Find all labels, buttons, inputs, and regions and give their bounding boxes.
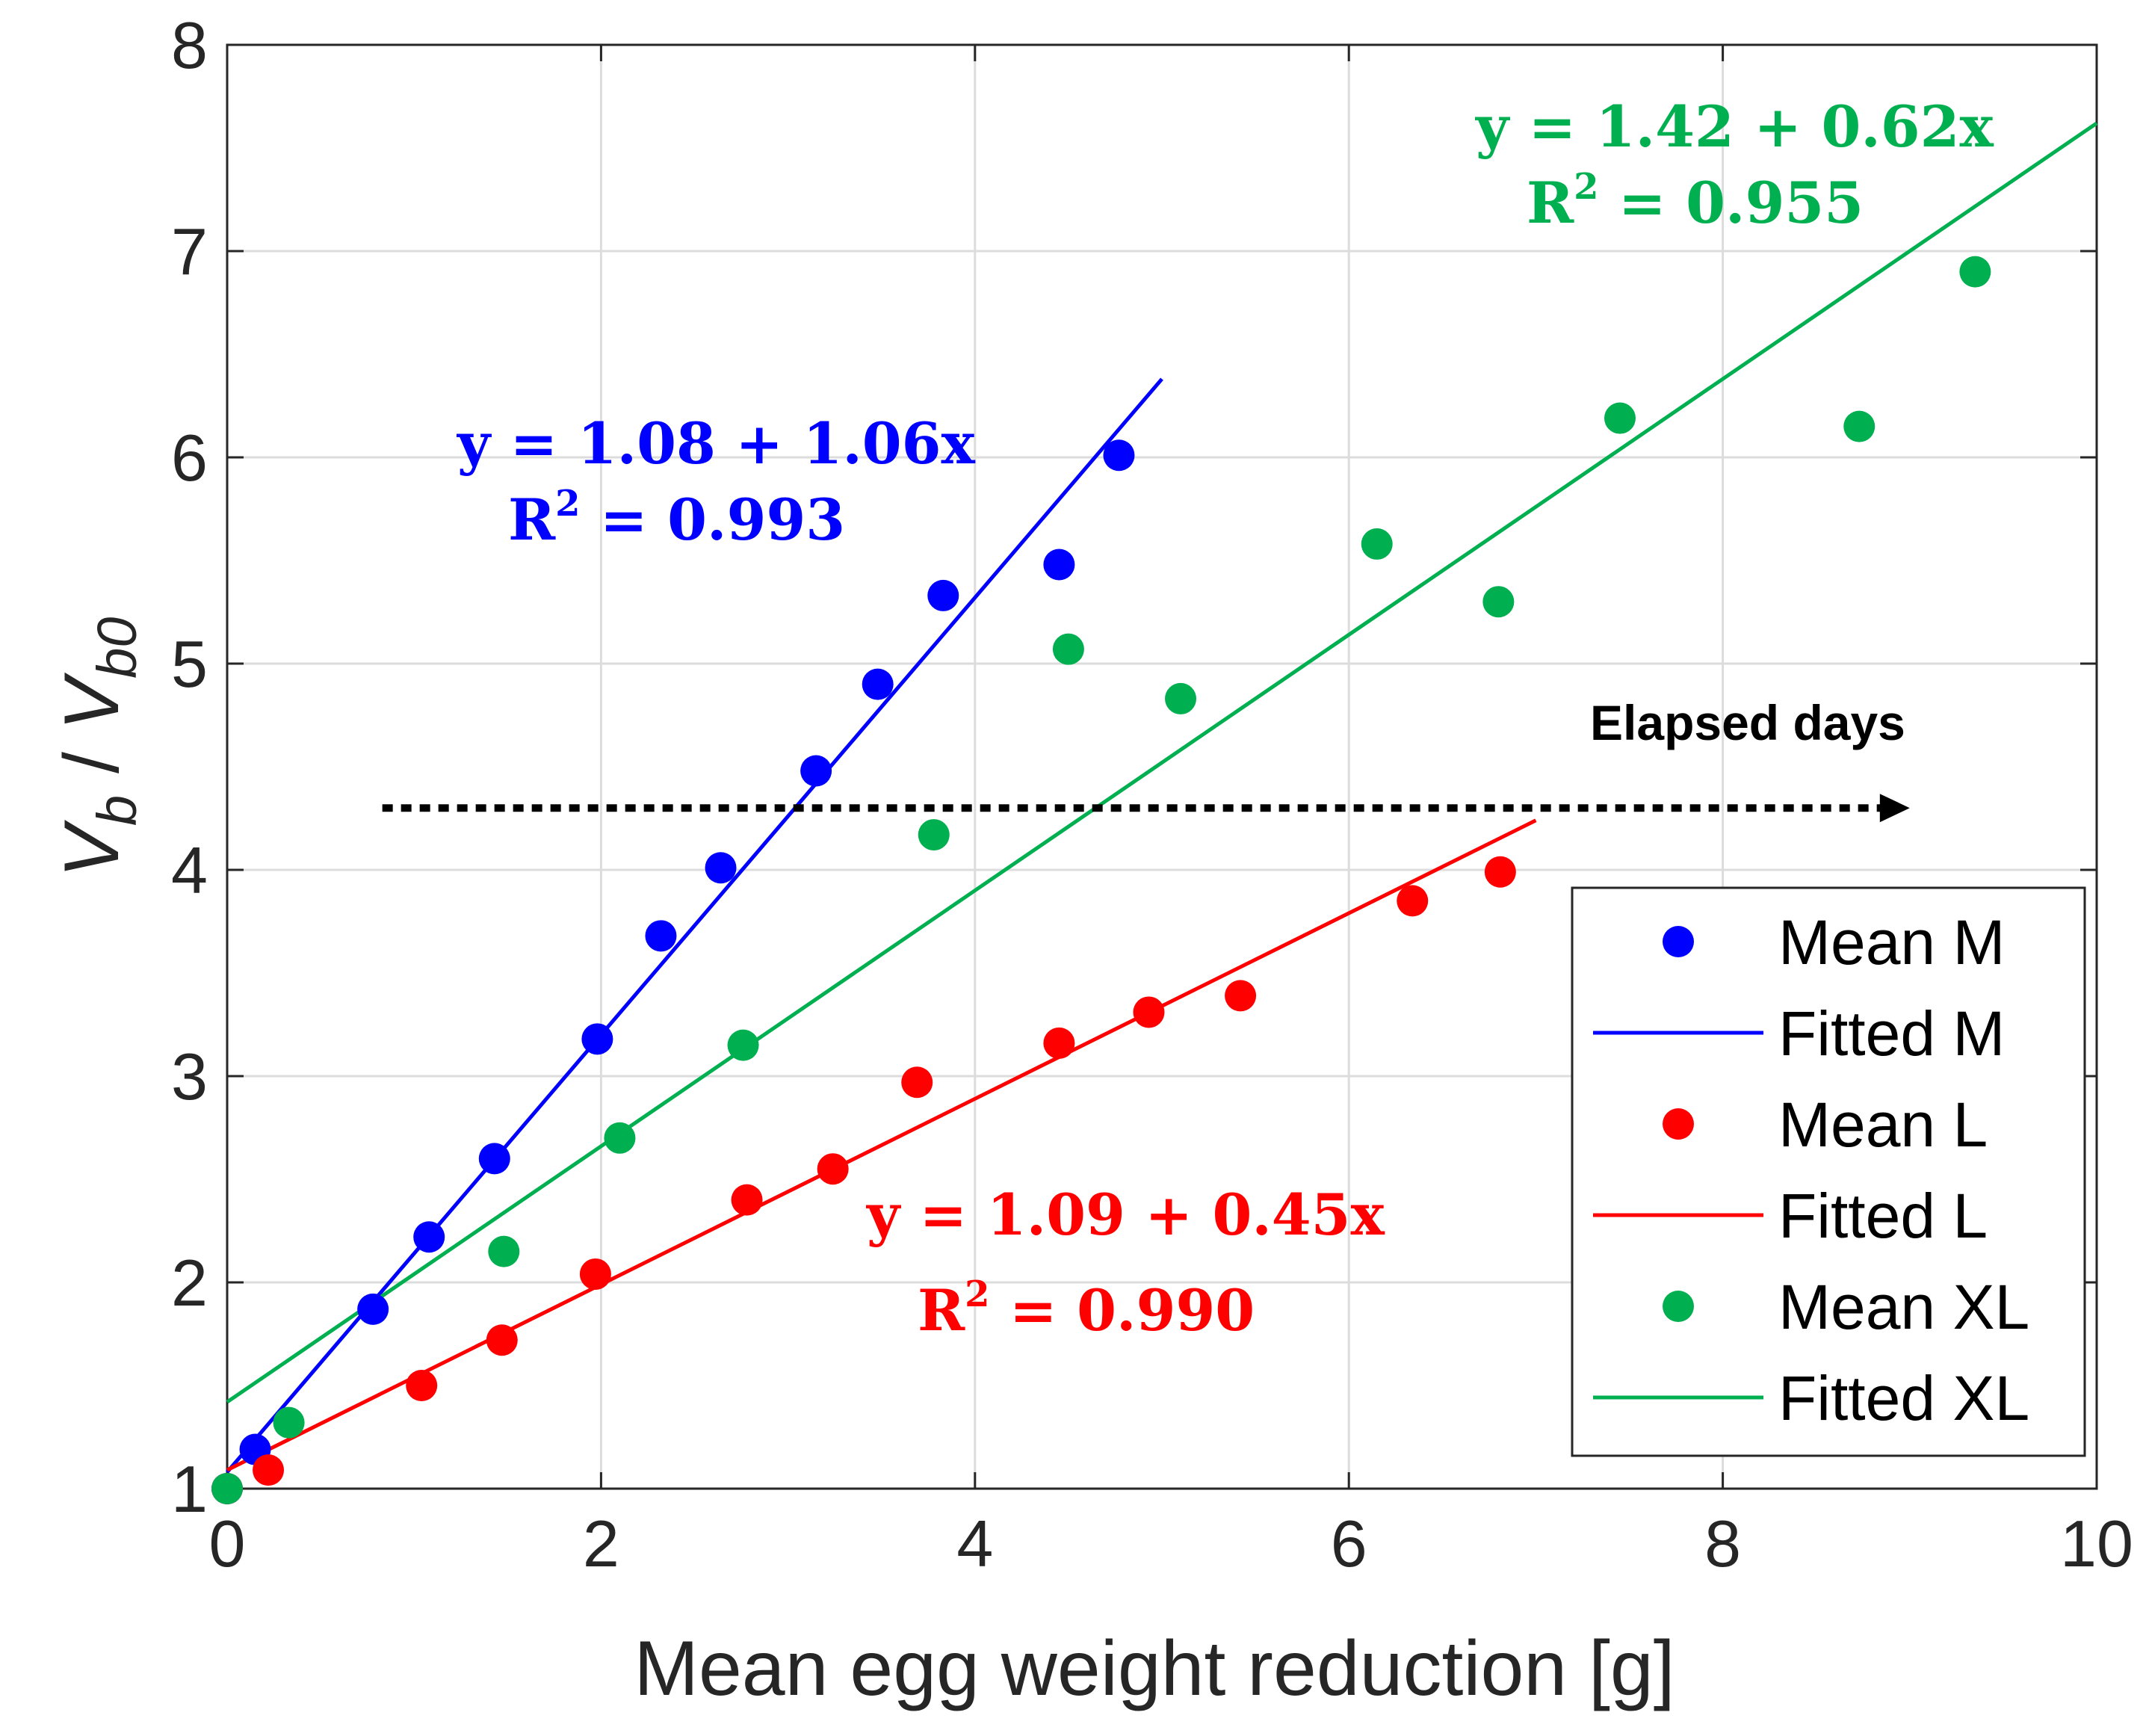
mean-m-point	[478, 1143, 510, 1175]
fit-annotations: y = 1.08 + 1.06x R2 = 0.993 y = 1.42 + 0…	[457, 93, 1994, 1344]
legend-label-fitted-l: Fitted L	[1778, 1181, 1988, 1251]
mean-xl-point	[1052, 633, 1084, 665]
mean-xl-point	[1361, 528, 1393, 560]
mean-xl-point	[1604, 402, 1636, 434]
mean-l-point	[253, 1454, 285, 1486]
annotation-l-r2: R2 = 0.990	[918, 1273, 1255, 1344]
mean-l-point	[1484, 856, 1516, 888]
mean-m-point	[1103, 439, 1135, 472]
plot-frame	[226, 43, 2098, 1490]
mean-xl-point	[1165, 682, 1197, 714]
y-tick-label: 7	[171, 214, 208, 288]
legend-items: Mean M Fitted M Mean L Fitted L Mean XL Fitte…	[1593, 907, 2029, 1433]
elapsed-days-arrow-head	[1879, 794, 1910, 823]
y-tick-label: 5	[171, 627, 208, 701]
y-axis-title: Vb / Vb0	[49, 617, 148, 878]
legend: Mean M Fitted M Mean L Fitted L Mean XL Fitte…	[1571, 886, 2086, 1457]
x-tick-label: 2	[583, 1507, 619, 1581]
mean-xl-point	[604, 1122, 636, 1154]
legend-label-fitted-xl: Fitted XL	[1778, 1363, 2029, 1433]
y-tick-label: 6	[171, 421, 208, 495]
x-tick-labels: 0 2 4 6 8 10	[209, 1507, 2133, 1581]
elapsed-days-arrow: Elapsed days	[382, 695, 1910, 823]
y-tick-label: 2	[171, 1246, 208, 1320]
y-tick-label: 3	[171, 1040, 208, 1113]
legend-label-fitted-m: Fitted M	[1778, 998, 2005, 1069]
legend-label-mean-l: Mean L	[1778, 1090, 1988, 1160]
mean-m-point	[1043, 549, 1075, 581]
legend-marker-mean-xl	[1663, 1291, 1694, 1322]
mean-xl-point	[918, 819, 950, 851]
mean-l-point	[1397, 885, 1429, 917]
mean-m-point	[800, 755, 832, 787]
mean-xl-point	[273, 1406, 305, 1439]
annotation-xl-r2: R2 = 0.955	[1527, 166, 1864, 236]
mean-xl-point	[488, 1235, 520, 1267]
mean-m-point	[645, 920, 677, 952]
fitted-l-line	[226, 818, 1537, 1472]
legend-label-mean-xl: Mean XL	[1778, 1272, 2029, 1342]
mean-xl-point	[1843, 410, 1876, 442]
y-tick-labels: 1 2 3 4 5 6 7 8	[171, 8, 208, 1526]
mean-m-point	[927, 579, 959, 611]
annotation-xl-equation: y = 1.42 + 0.62x	[1475, 93, 1994, 160]
y-tick-label: 1	[171, 1452, 208, 1526]
mean-xl-point	[211, 1473, 243, 1504]
mean-xl-point	[1959, 256, 1991, 288]
mean-l-point	[731, 1184, 763, 1216]
legend-box	[1571, 886, 2086, 1457]
mean-l-point	[1043, 1027, 1075, 1059]
mean-m-point	[705, 852, 737, 884]
mean-m-point	[862, 668, 894, 700]
fit-lines	[226, 121, 2098, 1474]
legend-marker-mean-m	[1663, 926, 1694, 957]
fitted-m-line	[226, 377, 1163, 1474]
annotation-l-equation: y = 1.09 + 0.45x	[866, 1181, 1385, 1248]
x-tick-label: 0	[209, 1507, 246, 1581]
data-points	[211, 256, 1991, 1504]
mean-l-point	[406, 1370, 438, 1401]
annotation-m-equation: y = 1.08 + 1.06x	[457, 410, 976, 477]
fitted-xl-line	[226, 121, 2098, 1404]
mean-l-point	[486, 1324, 518, 1356]
y-tick-label: 4	[171, 833, 208, 907]
x-axis-title: Mean egg weight reduction [g]	[634, 1625, 1675, 1712]
axis-ticks	[226, 43, 2098, 1490]
mean-l-point	[1225, 980, 1257, 1012]
x-tick-label: 8	[1704, 1507, 1741, 1581]
mean-l-point	[901, 1066, 933, 1099]
mean-m-point	[581, 1023, 613, 1055]
mean-l-point	[1133, 996, 1165, 1028]
x-tick-label: 4	[956, 1507, 993, 1581]
mean-xl-point	[727, 1029, 759, 1061]
x-tick-label: 10	[2060, 1507, 2133, 1581]
mean-m-point	[357, 1293, 389, 1325]
mean-xl-point	[1482, 586, 1515, 618]
y-tick-label: 8	[171, 8, 208, 82]
mean-m-point	[413, 1221, 445, 1253]
mean-l-point	[817, 1153, 849, 1185]
legend-marker-mean-l	[1663, 1108, 1694, 1140]
elapsed-days-label: Elapsed days	[1590, 695, 1905, 750]
legend-label-mean-m: Mean M	[1778, 907, 2005, 977]
x-tick-label: 6	[1331, 1507, 1367, 1581]
annotation-m-r2: R2 = 0.993	[508, 483, 845, 553]
mean-l-point	[579, 1258, 611, 1290]
